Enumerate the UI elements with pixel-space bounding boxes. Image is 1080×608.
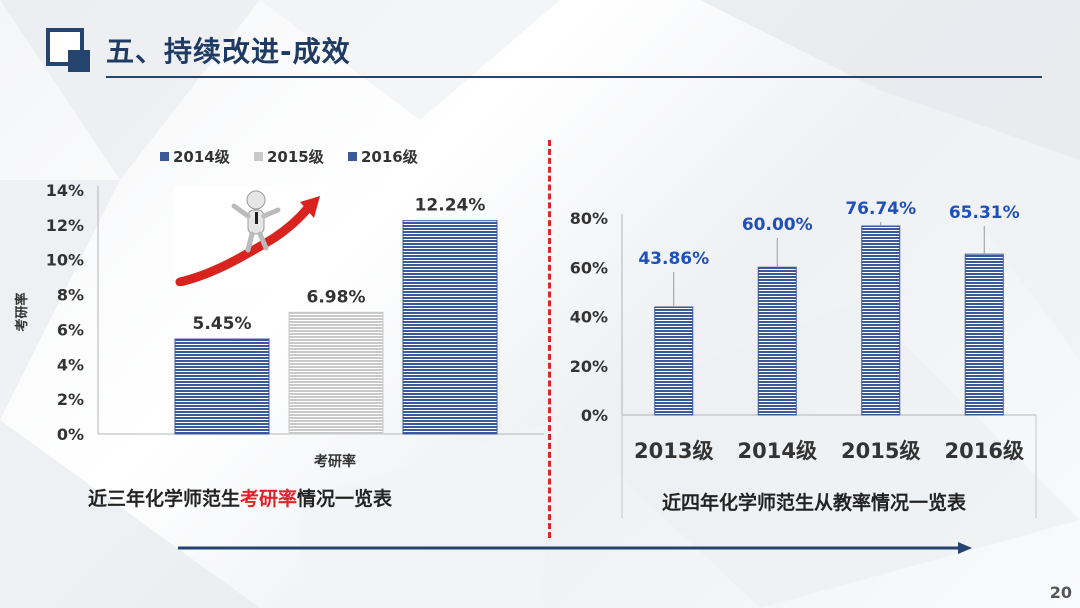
left-bar-data-label: 5.45%: [193, 314, 252, 334]
left-bar: [288, 311, 384, 435]
right-x-tick-label: 2014级: [738, 439, 817, 463]
legend-swatch: [348, 152, 357, 161]
right-y-tick-label: 40%: [570, 308, 608, 327]
right-y-tick-label: 20%: [570, 357, 608, 376]
left-bar: [174, 338, 270, 435]
left-y-tick-label: 14%: [46, 181, 84, 200]
right-x-tick-label: 2016级: [945, 439, 1024, 463]
left-y-tick-label: 10%: [46, 251, 84, 270]
left-y-axis-label: 考研率: [14, 292, 30, 331]
person-on-arrow-icon: [175, 190, 320, 287]
section-divider: [548, 140, 551, 538]
page-title: 五、持续改进-成效: [106, 35, 351, 68]
left-bar-data-label: 12.24%: [415, 196, 486, 216]
left-y-tick-label: 2%: [57, 390, 84, 409]
left-y-tick-label: 0%: [57, 425, 84, 444]
legend-entry: 2016级: [361, 148, 419, 166]
left-x-axis-label: 考研率: [314, 453, 356, 470]
title-underline: [106, 76, 1042, 78]
left-caption-after: 情况一览表: [297, 488, 393, 510]
right-x-tick-label: 2015级: [841, 439, 920, 463]
right-y-tick-label: 0%: [581, 406, 608, 425]
right-caption: 近四年化学师范生从教率情况一览表: [662, 492, 967, 514]
right-bar-data-label: 76.74%: [845, 199, 916, 219]
right-bar-data-label: 65.31%: [949, 203, 1020, 223]
left-caption-highlight: 考研率: [240, 488, 298, 510]
right-bar: [757, 266, 797, 416]
legend-entry: 2014级: [173, 148, 231, 166]
left-caption-before: 近三年化学师范生: [88, 488, 241, 510]
legend-swatch: [160, 152, 169, 161]
right-y-tick-label: 80%: [570, 209, 608, 228]
left-y-tick-label: 8%: [57, 286, 84, 305]
right-x-tick-label: 2013级: [634, 439, 713, 463]
right-bar: [861, 225, 901, 416]
left-bar: [402, 220, 498, 435]
legend-entry: 2015级: [267, 148, 325, 166]
right-bar: [654, 306, 694, 416]
left-y-tick-label: 12%: [46, 216, 84, 235]
right-y-tick-label: 60%: [570, 258, 608, 277]
left-bar-data-label: 6.98%: [307, 287, 366, 307]
left-y-tick-label: 6%: [57, 320, 84, 339]
right-bar: [964, 253, 1004, 416]
bottom-arrow-icon: [178, 542, 972, 554]
title-square-icon: [46, 28, 90, 72]
growth-illustration: [174, 186, 326, 287]
right-bar-data-label: 43.86%: [638, 249, 709, 269]
left-caption: 近三年化学师范生考研率情况一览表: [88, 484, 392, 511]
page-number: 20: [1049, 583, 1072, 602]
left-y-tick-label: 4%: [57, 355, 84, 374]
right-bar-data-label: 60.00%: [742, 215, 813, 235]
legend-swatch: [254, 152, 263, 161]
